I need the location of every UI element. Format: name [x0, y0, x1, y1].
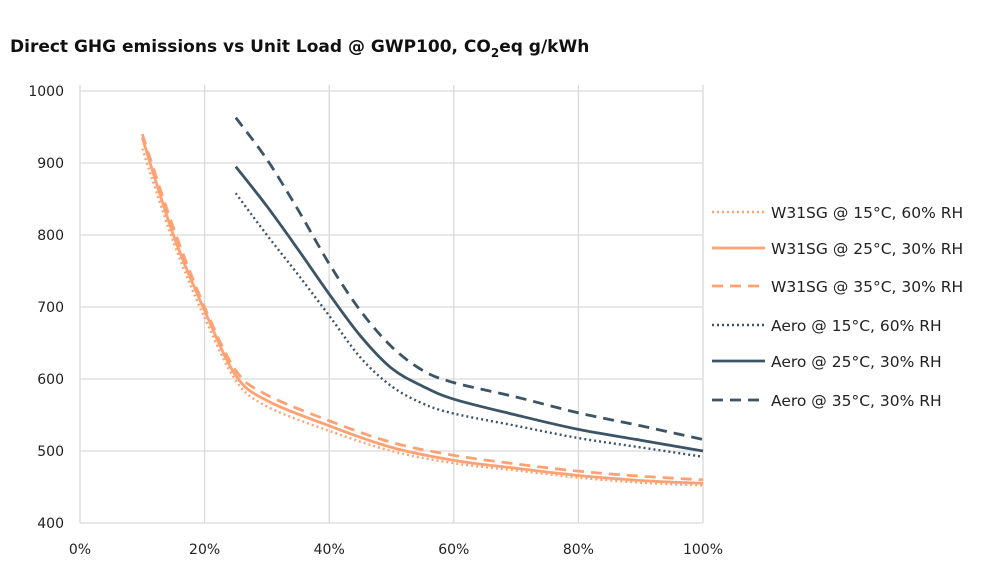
- series-line: [141, 148, 704, 487]
- x-tick-label: 40%: [314, 542, 345, 558]
- y-tick-label: 500: [37, 444, 64, 460]
- x-tick-label: 60%: [438, 542, 469, 558]
- series-line: [140, 137, 704, 485]
- legend-label: W31SG @ 25°C, 30% RH: [771, 240, 963, 258]
- series-line: [234, 116, 704, 441]
- y-tick-label: 800: [37, 228, 64, 244]
- legend-label: W31SG @ 15°C, 60% RH: [771, 204, 963, 222]
- y-tick-label: 400: [37, 516, 64, 532]
- x-tick-label: 0%: [69, 542, 91, 558]
- y-tick-label: 1000: [28, 84, 64, 100]
- series-line: [234, 165, 704, 453]
- legend: W31SG @ 15°C, 60% RH W31SG @ 25°C, 30% RH…: [712, 204, 963, 410]
- legend-label: Aero @ 25°C, 30% RH: [771, 353, 942, 371]
- x-tick-label: 20%: [189, 542, 220, 558]
- y-tick-label: 700: [37, 300, 64, 316]
- chart-title: Direct GHG emissions vs Unit Load @ GWP1…: [10, 37, 589, 60]
- tick-labels: 400 500 600 700 800 900 1000 0% 20% 40% 60% 80% 100%: [28, 84, 723, 558]
- x-tick-label: 80%: [563, 542, 594, 558]
- y-tick-label: 600: [37, 372, 64, 388]
- series-line: [140, 133, 704, 482]
- y-tick-label: 900: [37, 156, 64, 172]
- series-lines: [140, 116, 704, 487]
- legend-label: W31SG @ 35°C, 30% RH: [771, 278, 963, 296]
- legend-label: Aero @ 35°C, 30% RH: [771, 392, 942, 410]
- legend-label: Aero @ 15°C, 60% RH: [771, 317, 942, 335]
- gridlines: [79, 85, 704, 524]
- x-tick-label: 100%: [683, 542, 723, 558]
